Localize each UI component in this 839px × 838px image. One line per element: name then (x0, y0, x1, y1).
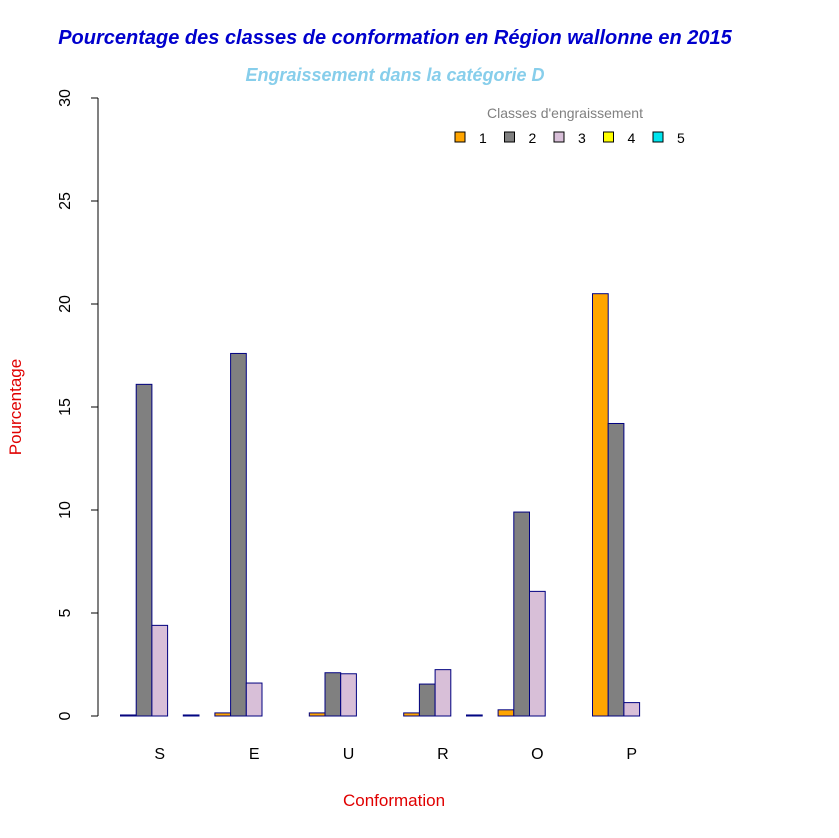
bar-P-class-3 (623, 702, 641, 717)
bar-E-class-3 (245, 682, 263, 717)
bar-S-class-1 (120, 714, 137, 717)
y-tick-label: 0 (57, 711, 74, 720)
legend-label-1: 1 (479, 130, 487, 146)
legend-swatch-3 (553, 131, 565, 143)
bar-R-class-2 (418, 683, 436, 717)
y-tick-label: 30 (57, 89, 74, 107)
bar-S-class-2 (135, 383, 153, 717)
y-tick-label: 25 (57, 192, 74, 210)
y-axis: 0 5 10 15 20 25 30 (57, 89, 99, 720)
x-tick-label-R: R (437, 746, 449, 763)
bar-E-class-2 (230, 352, 247, 717)
legend-items: 1 2 3 4 5 (454, 130, 685, 146)
bars-group (120, 293, 641, 717)
bar-O-class-3 (529, 590, 546, 717)
legend-label-4: 4 (628, 130, 636, 146)
bar-O-class-2 (513, 511, 530, 717)
legend-label-2: 2 (529, 130, 537, 146)
legend-title: Classes d'engraissement (487, 105, 643, 121)
legend-swatch-2 (504, 131, 515, 143)
bar-P-class-1 (592, 293, 609, 717)
chart-title: Pourcentage des classes de conformation … (58, 27, 732, 49)
legend-label-3: 3 (578, 130, 586, 146)
legend: Classes d'engraissement 1 2 3 4 5 (454, 105, 685, 146)
legend-label-5: 5 (677, 130, 685, 146)
x-tick-label-U: U (343, 746, 355, 763)
y-tick-label: 5 (57, 608, 74, 617)
bar-R-class-5 (466, 714, 483, 717)
x-tick-label-S: S (154, 746, 165, 763)
x-tick-label-O: O (531, 746, 543, 763)
legend-swatch-1 (454, 131, 466, 143)
bar-U-class-3 (340, 673, 357, 717)
y-axis-label: Pourcentage (6, 359, 25, 455)
y-tick-label: 10 (57, 501, 74, 519)
bar-U-class-1 (308, 712, 326, 717)
legend-swatch-4 (603, 131, 614, 143)
x-axis-label: Conformation (343, 791, 445, 810)
chart-subtitle: Engraissement dans la catégorie D (245, 65, 544, 85)
y-tick-label: 15 (57, 398, 74, 416)
bar-E-class-1 (214, 712, 232, 717)
bar-O-class-1 (497, 709, 515, 717)
x-tick-label-P: P (626, 746, 637, 763)
y-tick-label: 20 (57, 295, 74, 313)
bar-S-class-5 (182, 714, 200, 717)
bar-R-class-3 (434, 669, 452, 717)
bar-S-class-3 (151, 624, 169, 717)
bar-P-class-2 (607, 422, 625, 717)
bar-U-class-2 (324, 672, 342, 717)
legend-swatch-5 (652, 131, 664, 143)
bar-R-class-1 (403, 712, 420, 717)
x-tick-label-E: E (249, 746, 260, 763)
